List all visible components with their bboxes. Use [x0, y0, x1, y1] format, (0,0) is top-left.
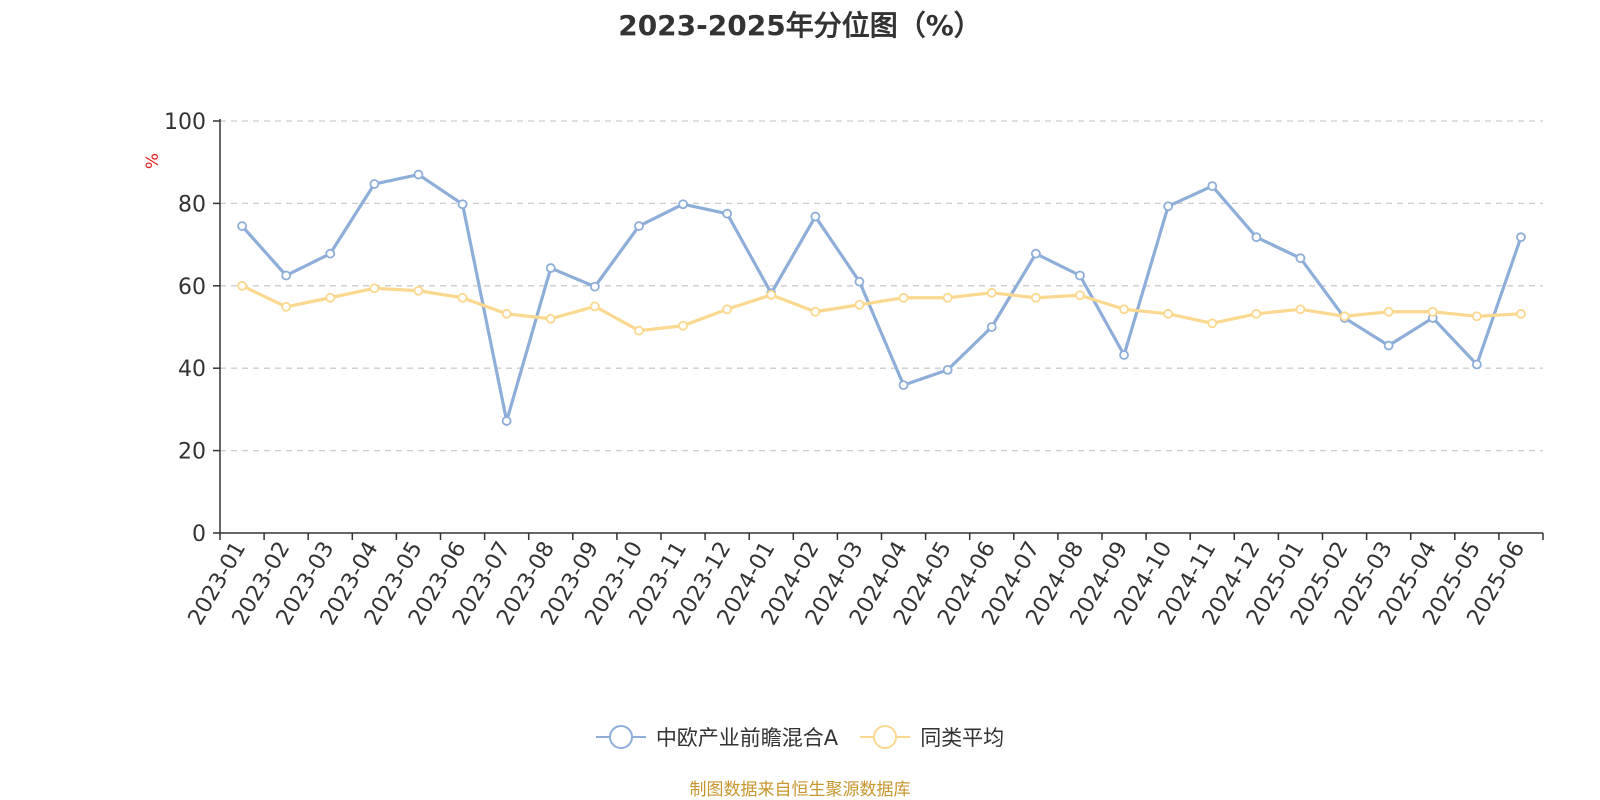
y-tick-label: 100 — [164, 110, 206, 135]
series-0-point — [281, 270, 292, 281]
series-1-point — [854, 299, 865, 310]
series-0-point — [634, 221, 644, 231]
series-1-point — [1251, 308, 1262, 319]
series-1-point — [545, 313, 556, 324]
series-1-point — [369, 283, 380, 294]
series-1-point — [325, 292, 336, 303]
series-0-point — [325, 248, 336, 259]
series-0-point — [545, 263, 556, 273]
series-0-point — [1075, 270, 1085, 281]
series-0-point — [854, 276, 865, 287]
source-note: 制图数据来自恒生聚源数据库 — [689, 780, 911, 800]
series-0-point — [898, 380, 909, 390]
series-lines — [237, 169, 1526, 426]
series-0-point — [678, 199, 688, 210]
series-1-point — [678, 320, 688, 331]
series-0-point — [1119, 350, 1129, 360]
series-1-point — [501, 308, 512, 319]
legend: 中欧产业前瞻混合A 同类平均 — [0, 722, 1600, 752]
series-1-point — [986, 287, 997, 298]
series-1-point — [589, 301, 600, 312]
series-1-point — [810, 306, 821, 317]
series-0-point — [501, 416, 512, 426]
series-0-point — [413, 169, 424, 180]
series-1-point — [634, 325, 644, 336]
legend-marker-icon — [595, 724, 646, 750]
series-1-point — [281, 301, 292, 312]
series-1-point — [457, 292, 468, 303]
series-1-point — [898, 292, 909, 303]
series-line-0 — [240, 172, 1523, 423]
y-tick-label: 0 — [192, 522, 206, 547]
legend-marker-icon — [860, 724, 911, 750]
series-1-point — [413, 285, 424, 296]
series-1-point — [1516, 308, 1526, 319]
series-0-point — [1251, 232, 1262, 243]
series-0-point — [369, 179, 380, 189]
series-0-point — [1516, 232, 1526, 243]
series-1-point — [1471, 311, 1482, 322]
series-1-point — [1075, 290, 1085, 301]
chart-title: 2023-2025年分位图（%） — [618, 9, 982, 42]
series-1-point — [1163, 308, 1174, 319]
series-0-point — [986, 322, 997, 332]
series-1-point — [1339, 311, 1350, 322]
series-1-point — [722, 304, 733, 315]
y-tick-label: 80 — [178, 192, 206, 217]
series-1-point — [766, 289, 777, 300]
series-0-point — [589, 281, 600, 292]
series-0-point — [942, 364, 953, 375]
series-0-point — [1471, 359, 1482, 370]
series-line-1 — [241, 284, 1522, 333]
series-1-point — [942, 292, 953, 303]
legend-label: 同类平均 — [920, 726, 1005, 750]
series-1-point — [237, 280, 247, 291]
legend-item-1[interactable]: 同类平均 — [860, 722, 1004, 752]
series-1-point — [1427, 306, 1438, 317]
y-tick-label: 20 — [178, 440, 206, 465]
legend-item-0[interactable]: 中欧产业前瞻混合A — [595, 722, 839, 752]
y-tick-label: 40 — [178, 357, 206, 382]
series-0-point — [722, 208, 733, 219]
y-axis-unit-label: % — [143, 153, 163, 169]
series-1-point — [1383, 306, 1394, 317]
series-1-point — [1119, 304, 1129, 315]
series-0-point — [1163, 201, 1174, 212]
series-1-point — [1207, 318, 1218, 329]
series-0-point — [1207, 181, 1218, 191]
series-0-point — [1295, 253, 1306, 264]
y-tick-label: 60 — [178, 275, 206, 300]
series-0-point — [1030, 248, 1041, 259]
series-0-point — [457, 199, 468, 210]
series-0-point — [237, 221, 247, 231]
series-1-point — [1295, 304, 1306, 315]
legend-label: 中欧产业前瞻混合A — [655, 726, 839, 750]
series-0-point — [810, 211, 821, 222]
series-0-point — [1383, 340, 1394, 351]
series-1-point — [1030, 292, 1041, 303]
